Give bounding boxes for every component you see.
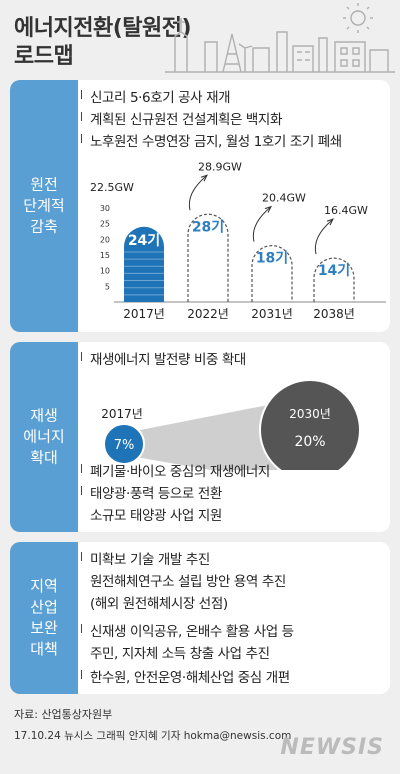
bullet-item: 미확보 기술 개발 추진	[81, 548, 210, 568]
x-tick-label: 2017년	[123, 307, 165, 321]
capacity-arrow	[188, 175, 207, 211]
capacity-label: 16.4GW	[324, 204, 368, 217]
capacity-arrowhead	[264, 205, 272, 213]
bar-value-label: 28기	[192, 219, 224, 235]
capacity-arrow	[252, 207, 271, 242]
section-renewable-expansion: 재생 에너지 확대 재생에너지 발전량 비중 확대 2017년 7% 2030년…	[10, 342, 390, 532]
credit-line: 17.10.24 뉴시스 그래픽 안지혜 기자 hokma@newsis.com	[14, 730, 292, 742]
bullet-item-continued: 소규모 태양광 사업 지원	[90, 508, 222, 524]
x-tick-label: 2022년	[187, 307, 229, 321]
section-label-panel: 원전 단계적 감축	[10, 80, 78, 332]
y-tick-label: 20	[100, 235, 110, 244]
bullet-item: 신재생 이익공유, 온배수 활용 사업 등	[81, 620, 294, 640]
bubble-2017	[103, 423, 145, 465]
bullet-item: 계획된 신규원전 건설계획은 백지화	[81, 108, 282, 128]
bullet-item: 폐기물·바이오 중심의 재생에너지	[81, 460, 270, 480]
bullet-item: 신고리 5·6호기 공사 재개	[80, 86, 231, 106]
bubble-2017-year: 2017년	[101, 407, 143, 421]
bar	[251, 245, 293, 302]
bar	[313, 257, 355, 302]
y-tick-label: 10	[100, 267, 110, 276]
bullet-item-continued: (해외 원전해체시장 선점)	[90, 596, 228, 612]
page-title: 에너지전환(탈원전)	[14, 16, 192, 41]
newsis-logo: NEWSIS	[280, 735, 384, 760]
bubble-2030	[259, 379, 361, 470]
y-tick-label: 5	[105, 282, 110, 291]
bubble-2017-value: 7%	[114, 438, 135, 453]
skyline-illustration	[165, 3, 395, 73]
capacity-arrowhead	[326, 218, 334, 226]
y-tick-label: 15	[100, 251, 110, 260]
bullet-item-continued: 원전해체연구소 설립 방안 용역 추진	[90, 574, 286, 590]
y-tick-label: 30	[100, 204, 110, 213]
bullet-item-continued: 주민, 지자체 소득 창출 사업 추진	[90, 646, 270, 662]
renewable-share-bubbles: 2017년 7% 2030년 20%	[101, 379, 361, 470]
bar-value-label: 18기	[256, 251, 288, 267]
bullet-item: 노후원전 수명연장 금지, 월성 1호기 조기 폐쇄	[81, 130, 342, 150]
page-subtitle: 로드맵	[14, 44, 74, 69]
section-label: 지역 산업 보완 대책	[30, 577, 58, 658]
section-regional-measures: 지역 산업 보완 대책 미확보 기술 개발 추진 원전해체연구소 설립 방안 용…	[10, 542, 390, 694]
bar	[124, 226, 164, 302]
x-tick-label: 2031년	[251, 307, 293, 321]
capacity-label: 20.4GW	[262, 192, 306, 205]
capacity-label: 28.9GW	[198, 160, 242, 173]
reactor-count-chart: 5 10 15 20 25 30 24기 2017년 22.5GW 28기 2022년 28.9GW 1…	[90, 160, 386, 321]
section-label-panel: 지역 산업 보완 대책	[10, 542, 78, 694]
capacity-arrowhead	[200, 174, 208, 182]
bullet-item: 한수원, 안전운영·해체산업 중심 개편	[81, 666, 290, 686]
section-label: 재생 에너지 확대	[23, 406, 65, 467]
section-label-panel: 재생 에너지 확대	[10, 342, 78, 532]
y-tick-label: 25	[100, 220, 110, 229]
bar-value-label: 24기	[128, 233, 160, 249]
capacity-label: 22.5GW	[90, 181, 134, 194]
bar-value-label: 14기	[318, 263, 350, 279]
bullet-item: 재생에너지 발전량 비중 확대	[81, 348, 246, 368]
bullet-item: 태양광·풍력 등으로 전환	[81, 482, 222, 502]
bubble-2030-value: 20%	[294, 434, 325, 450]
source-note: 자료: 산업통상자원부	[14, 708, 113, 721]
capacity-arrow	[314, 219, 333, 255]
section-label: 원전 단계적 감축	[23, 175, 65, 236]
bubble-2030-year: 2030년	[289, 407, 331, 421]
x-tick-label: 2038년	[313, 307, 355, 321]
section-nuclear-reduction: 원전 단계적 감축 신고리 5·6호기 공사 재개 계획된 신규원전 건설계획은…	[10, 80, 390, 332]
